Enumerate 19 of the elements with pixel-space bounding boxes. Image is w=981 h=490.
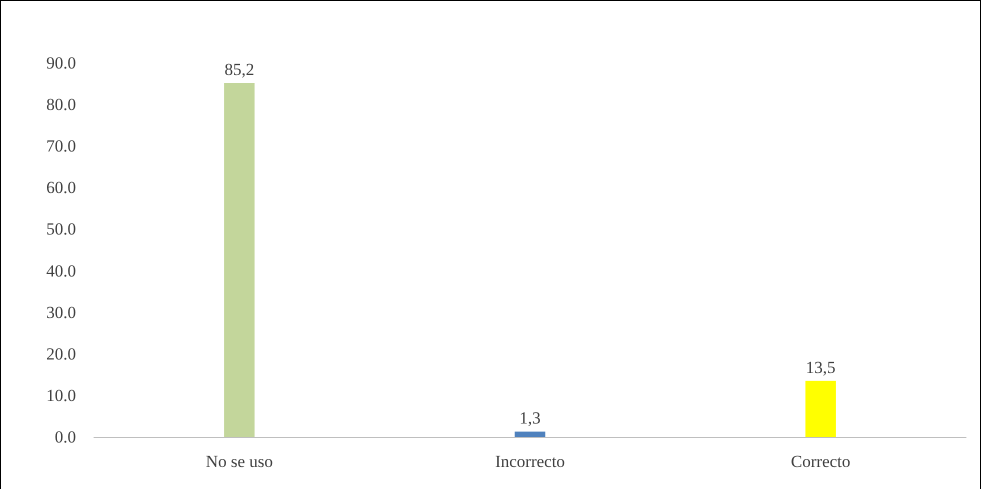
x-tick-label: Incorrecto — [495, 452, 565, 471]
y-tick-label: 70.0 — [46, 136, 76, 156]
y-tick-label: 80.0 — [46, 95, 76, 114]
data-label: 13,5 — [806, 358, 836, 377]
y-tick-label: 30.0 — [46, 302, 76, 322]
data-label: 1,3 — [519, 408, 541, 428]
x-tick-label: Correcto — [790, 452, 850, 471]
bar — [514, 432, 546, 437]
bar — [224, 82, 255, 437]
y-tick-label: 90.0 — [46, 54, 76, 72]
y-tick-label: 20.0 — [46, 344, 76, 364]
y-tick-label: 10.0 — [46, 386, 76, 405]
bar — [805, 380, 836, 437]
data-label: 85,2 — [224, 60, 254, 79]
x-tick-label: No se uso — [206, 452, 273, 471]
y-tick-label: 60.0 — [46, 178, 76, 198]
y-tick-label: 50.0 — [46, 220, 76, 239]
y-tick-label: 40.0 — [46, 261, 76, 280]
y-tick-label: 0.0 — [54, 428, 76, 446]
